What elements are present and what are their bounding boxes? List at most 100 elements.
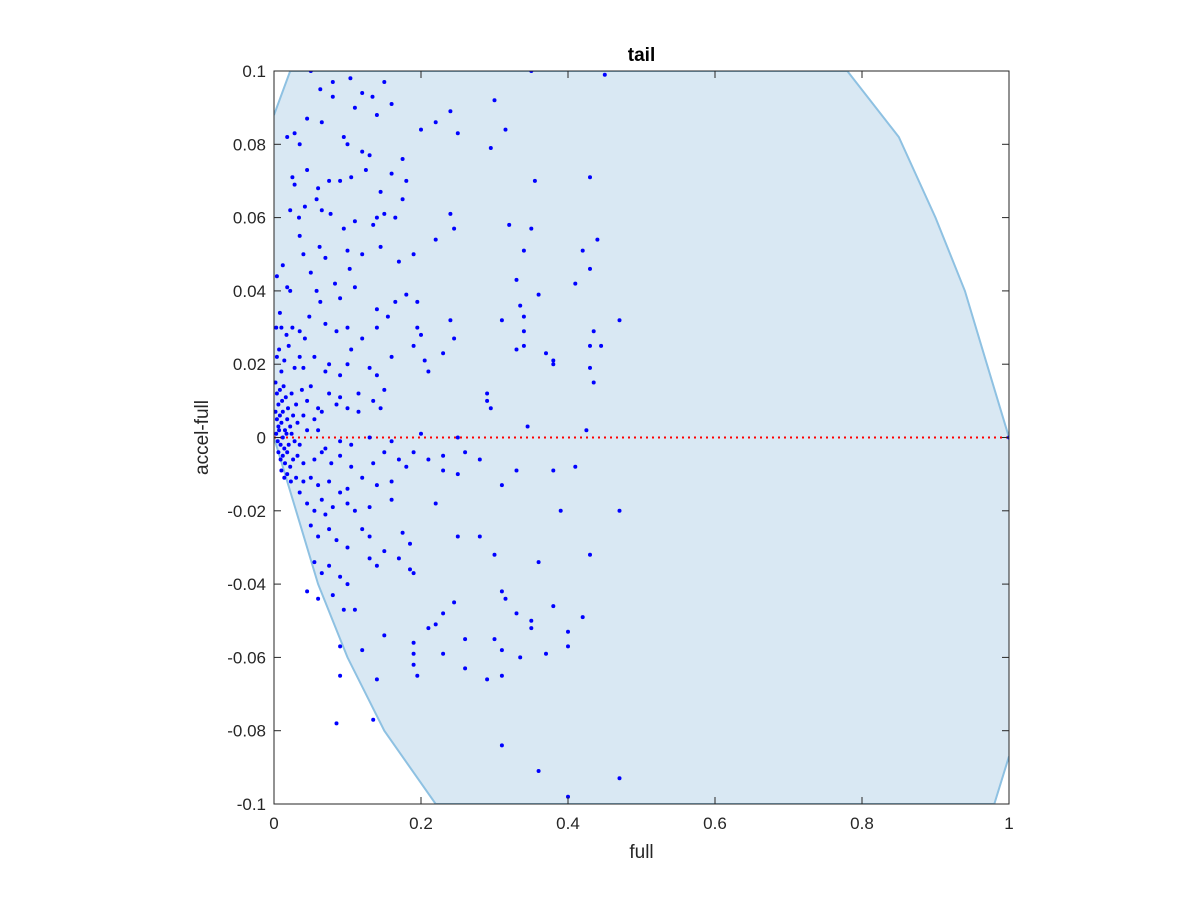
- x-tick-label: 0.4: [556, 814, 580, 833]
- y-tick-label: -0.06: [227, 648, 266, 667]
- data-point: [441, 453, 446, 458]
- data-point: [441, 651, 446, 656]
- data-point: [485, 398, 490, 403]
- data-point: [292, 439, 297, 444]
- data-point: [378, 189, 383, 194]
- data-point: [319, 120, 324, 125]
- y-tick-label: -0.1: [237, 795, 266, 814]
- data-point: [385, 314, 390, 319]
- data-point: [352, 508, 357, 513]
- data-point: [345, 406, 350, 411]
- data-point: [276, 424, 281, 429]
- data-point: [518, 655, 523, 660]
- data-point: [452, 600, 457, 605]
- data-point: [289, 431, 294, 436]
- chart-title: tail: [628, 45, 655, 66]
- region-lower-boundary: [274, 437, 1009, 804]
- data-point: [301, 479, 306, 484]
- data-point: [345, 248, 350, 253]
- data-point: [290, 175, 295, 180]
- data-point: [503, 596, 508, 601]
- data-point: [274, 354, 279, 359]
- data-point: [580, 615, 585, 620]
- data-point: [338, 574, 343, 579]
- data-point: [426, 626, 431, 631]
- data-point: [408, 567, 412, 572]
- data-point: [329, 461, 334, 466]
- data-point: [382, 211, 387, 216]
- data-point: [319, 409, 324, 414]
- data-point: [327, 563, 332, 568]
- data-point: [294, 402, 299, 407]
- data-point: [367, 435, 372, 440]
- data-point: [297, 215, 301, 220]
- x-tick-label: 1: [1004, 814, 1013, 833]
- data-point: [308, 523, 313, 528]
- data-point: [441, 611, 446, 616]
- data-point: [441, 351, 446, 356]
- data-point: [288, 288, 293, 293]
- data-point: [280, 453, 285, 458]
- data-point: [532, 178, 537, 183]
- data-point: [274, 380, 278, 385]
- x-tick-label: 0.6: [703, 814, 727, 833]
- data-point: [411, 662, 416, 667]
- data-point: [360, 91, 365, 95]
- data-point: [488, 146, 493, 150]
- data-point: [345, 362, 350, 367]
- data-point: [305, 589, 310, 594]
- data-point: [426, 457, 431, 462]
- data-point: [280, 398, 285, 403]
- data-point: [297, 233, 302, 238]
- data-point: [382, 633, 387, 638]
- data-point: [374, 325, 379, 330]
- data-point: [312, 560, 317, 565]
- data-point: [349, 175, 354, 180]
- data-point: [367, 153, 372, 158]
- data-point: [389, 479, 394, 484]
- data-point: [327, 527, 332, 532]
- data-point: [573, 281, 578, 286]
- data-point: [551, 604, 556, 609]
- data-point: [280, 435, 285, 440]
- data-point: [345, 325, 350, 330]
- data-point: [274, 409, 278, 414]
- data-point: [312, 508, 317, 513]
- data-point: [591, 380, 596, 385]
- data-point: [588, 343, 592, 348]
- data-point: [282, 446, 287, 451]
- y-tick-label: 0.02: [233, 355, 266, 374]
- data-point: [274, 391, 279, 396]
- data-point: [573, 464, 578, 469]
- data-point: [360, 252, 365, 257]
- data-point: [297, 142, 302, 147]
- data-point: [345, 501, 350, 506]
- data-point: [404, 464, 409, 469]
- data-point: [374, 563, 379, 568]
- data-point: [367, 556, 372, 561]
- data-point: [299, 387, 304, 392]
- data-point: [499, 673, 504, 678]
- data-point: [282, 358, 287, 363]
- data-point: [318, 299, 323, 304]
- data-point: [455, 131, 460, 136]
- data-point: [455, 534, 460, 539]
- data-point: [274, 417, 279, 422]
- data-point: [288, 424, 293, 429]
- data-point: [393, 299, 398, 304]
- data-point: [374, 483, 379, 488]
- data-point: [312, 417, 317, 422]
- data-point: [529, 626, 534, 631]
- data-point: [566, 629, 570, 634]
- data-point: [411, 651, 416, 656]
- data-point: [349, 442, 354, 447]
- data-point: [312, 354, 317, 359]
- data-point: [330, 505, 335, 510]
- data-point: [345, 142, 350, 147]
- data-point: [274, 431, 279, 436]
- data-point: [371, 717, 376, 722]
- data-point: [411, 343, 416, 348]
- data-point: [288, 208, 293, 213]
- data-point: [323, 321, 328, 326]
- data-point: [588, 365, 592, 370]
